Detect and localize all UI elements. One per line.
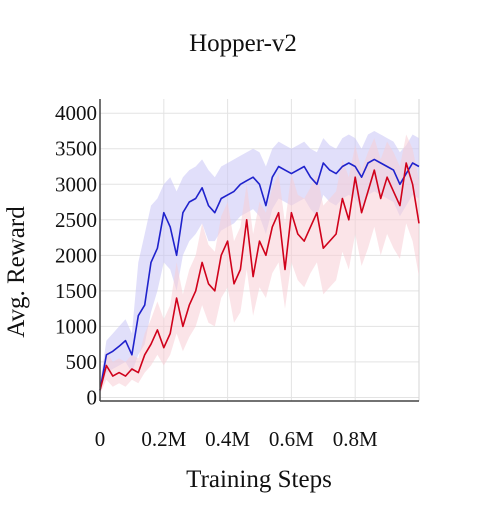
series-2-band xyxy=(100,134,419,394)
y-tick-label: 500 xyxy=(66,350,98,374)
series-lines xyxy=(99,158,420,391)
x-tick-label: 0.6M xyxy=(269,427,314,451)
series-2-line xyxy=(99,162,420,391)
y-tick-label: 1500 xyxy=(55,279,97,303)
y-axis-title: Avg. Reward xyxy=(3,206,30,338)
y-tick-label: 3000 xyxy=(55,172,97,196)
x-tick-label: 0.2M xyxy=(141,427,186,451)
y-tick-label: 3500 xyxy=(55,137,97,161)
x-tick-label: 0.8M xyxy=(333,427,378,451)
y-tick-label: 2500 xyxy=(55,208,97,232)
x-tick-label: 0 xyxy=(95,427,106,451)
x-axis-title: Training Steps xyxy=(186,466,332,493)
chart-title: Hopper-v2 xyxy=(189,30,297,57)
y-tick-label: 4000 xyxy=(55,101,97,125)
confidence-bands xyxy=(100,131,419,394)
axes xyxy=(99,99,419,402)
tick-labels: 0 500 1000 1500 2000 2500 3000 3500 4000 0 0.2M 0.4… xyxy=(55,101,378,451)
y-tick-label: 2000 xyxy=(55,243,97,267)
y-tick-label: 1000 xyxy=(55,314,97,338)
series-1-line xyxy=(99,158,420,391)
x-tick-label: 0.4M xyxy=(205,427,250,451)
y-tick-label: 0 xyxy=(87,385,98,409)
